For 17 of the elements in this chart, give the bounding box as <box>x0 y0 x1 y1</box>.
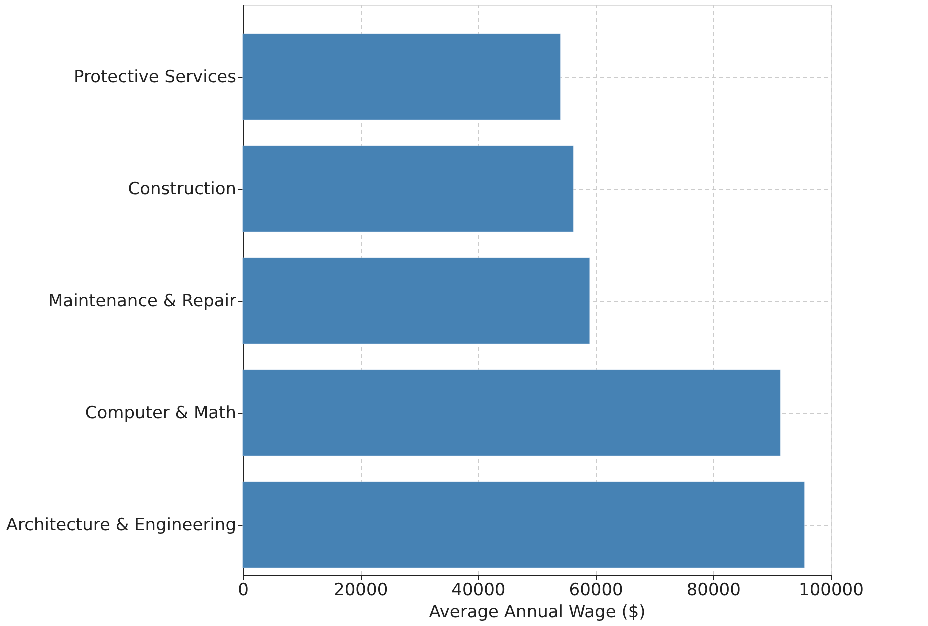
bar <box>242 258 590 344</box>
bar <box>242 34 561 120</box>
x-tick-label: 40000 <box>452 580 506 600</box>
x-axis-title: Average Annual Wage ($) <box>429 602 646 622</box>
y-tick-label: Protective Services <box>74 68 237 88</box>
bar <box>242 482 805 568</box>
y-tick-label: Architecture & Engineering <box>6 516 236 536</box>
x-tick-label: 20000 <box>334 580 388 600</box>
x-tick-label: 100000 <box>799 580 864 600</box>
x-tick-label: 60000 <box>569 580 624 600</box>
bar <box>242 370 781 456</box>
y-tick-label: Maintenance & Repair <box>48 292 236 312</box>
x-tick-label: 0 <box>238 580 249 600</box>
y-tick-label: Computer & Math <box>85 404 236 424</box>
bar <box>242 146 574 232</box>
y-tick-label: Construction <box>128 180 236 200</box>
x-tick-label: 80000 <box>686 580 741 600</box>
